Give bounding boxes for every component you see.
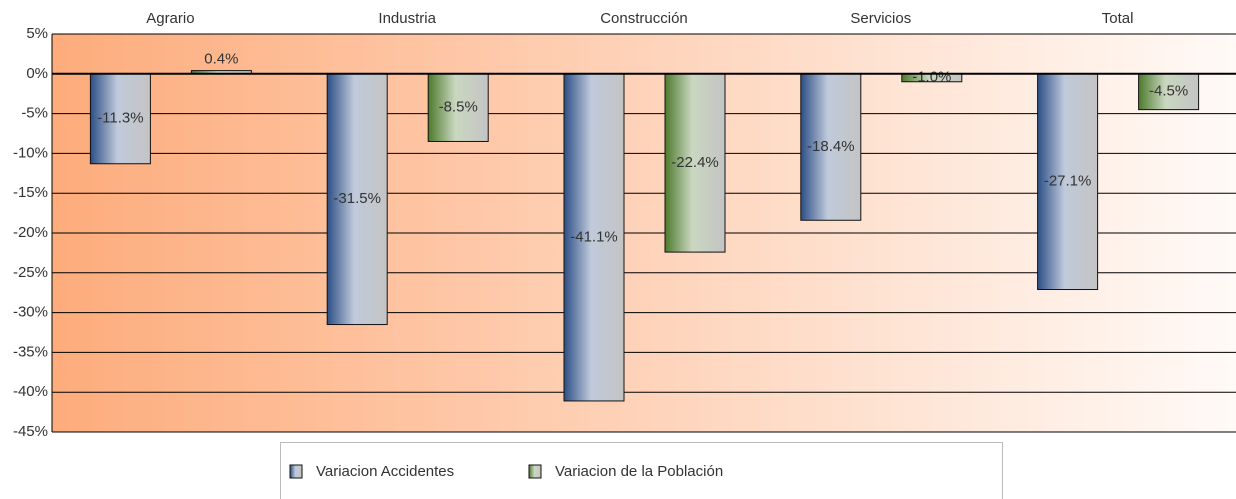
y-tick-label: -30% (13, 304, 48, 321)
x-tick-label: Total (1102, 10, 1134, 27)
legend-swatch (289, 464, 303, 479)
data-label: 0.4% (204, 51, 238, 68)
bar (563, 73, 625, 402)
legend-label: Variacion Accidentes (316, 463, 454, 480)
x-tick-label: Construcción (600, 10, 688, 27)
data-label: -41.1% (570, 228, 618, 245)
y-tick-label: -10% (13, 144, 48, 161)
y-tick-label: -40% (13, 383, 48, 400)
y-tick-label: 5% (26, 25, 48, 42)
legend-swatch (528, 464, 542, 479)
y-tick-label: -15% (13, 184, 48, 201)
y-tick-label: 0% (26, 65, 48, 82)
data-label: -18.4% (807, 138, 855, 155)
bar (1138, 73, 1200, 111)
data-label: -27.1% (1044, 173, 1092, 190)
y-tick-label: -25% (13, 264, 48, 281)
legend-box (280, 442, 1003, 499)
y-tick-label: -5% (21, 105, 48, 122)
bar (664, 73, 726, 253)
y-tick-label: -20% (13, 224, 48, 241)
y-tick-label: -45% (13, 423, 48, 440)
legend-label: Variacion de la Población (555, 463, 723, 480)
bar (800, 73, 862, 221)
data-label: -8.5% (439, 99, 478, 116)
data-label: -4.5% (1149, 83, 1188, 100)
x-tick-label: Servicios (850, 10, 911, 27)
data-label: -31.5% (333, 190, 381, 207)
data-label: -11.3% (97, 110, 143, 127)
data-label: -22.4% (671, 154, 719, 171)
x-tick-label: Industria (378, 10, 436, 27)
bar (427, 73, 489, 142)
x-tick-label: Agrario (146, 10, 194, 27)
bar (1037, 73, 1099, 291)
data-label: -1.0% (912, 69, 951, 86)
y-tick-label: -35% (13, 343, 48, 360)
